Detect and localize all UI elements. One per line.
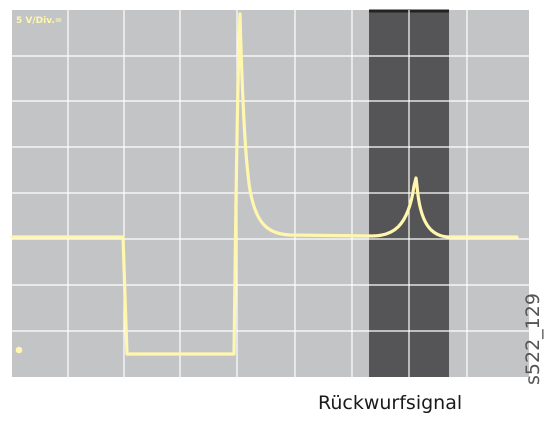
oscilloscope-screen: 5 V/Div.= [0, 0, 552, 380]
ground-marker [16, 347, 23, 354]
reflection-signal-label: Rückwurfsignal [318, 392, 518, 414]
figure-id-label: s522_129 [522, 293, 544, 385]
scale-label: 5 V/Div.= [16, 16, 62, 26]
